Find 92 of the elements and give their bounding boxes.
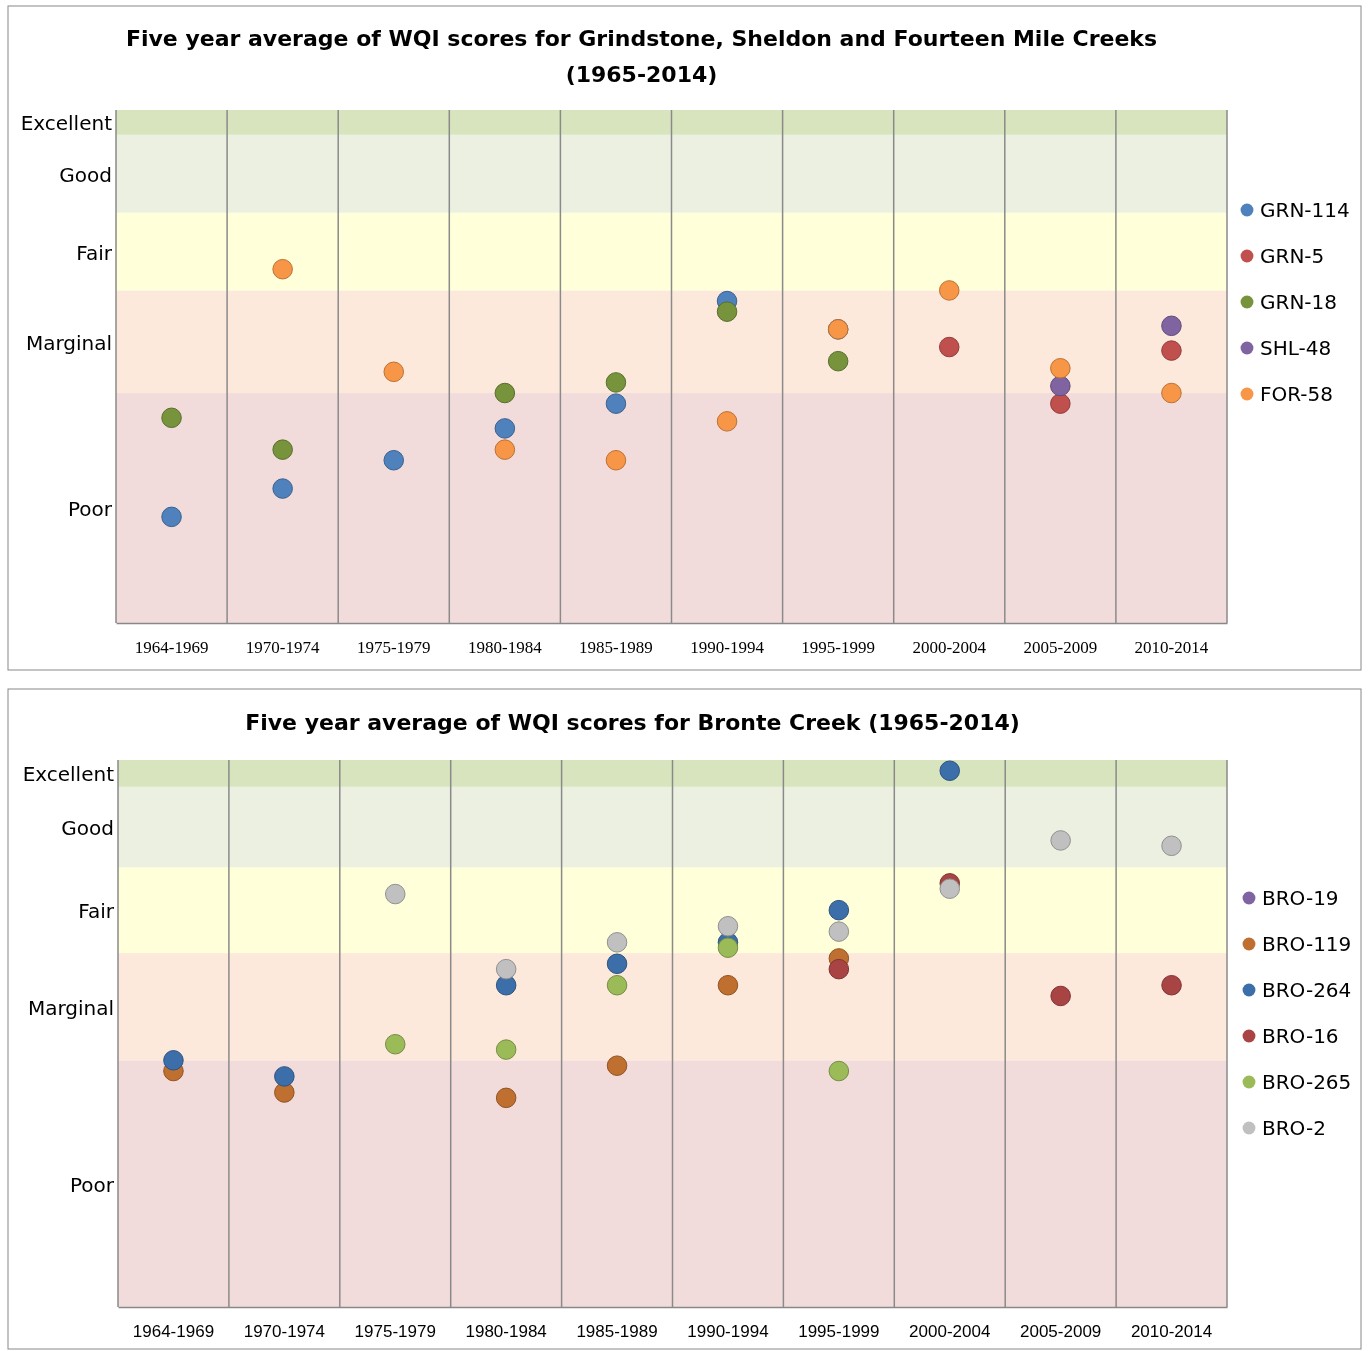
- point: [495, 958, 517, 980]
- point: [1161, 835, 1182, 857]
- point: [1161, 382, 1182, 404]
- point: [494, 418, 516, 439]
- band-label: Good: [61, 816, 114, 841]
- point: [494, 382, 516, 404]
- x-tick-label: 1985-1989: [576, 1322, 658, 1342]
- x-tick-label: 1985-1989: [579, 638, 653, 658]
- x-tick-label: 1970-1974: [243, 1322, 326, 1342]
- band-label: Marginal: [27, 995, 114, 1020]
- chart-title: Five year average of WQI scores for Grindstone, Sheldon and Fourteen Mile Creeks (1965-2014): [125, 26, 1158, 87]
- legend-label: BRO-16: [1262, 1024, 1339, 1048]
- x-tick-label: 1964-1969: [134, 638, 209, 658]
- point: [605, 372, 627, 393]
- legend-label: BRO-119: [1262, 932, 1352, 956]
- band-label: Fair: [78, 899, 115, 924]
- legend-label: SHL-48: [1260, 336, 1332, 360]
- x-tick-label: 1990-1994: [687, 1322, 769, 1342]
- x-tick-label: 1970-1974: [245, 638, 320, 658]
- x-tick-label: 2005-2009: [1023, 638, 1098, 658]
- chart-title: Five year average of WQI scores for Bronte Creek (1965-2014): [245, 710, 1020, 735]
- x-tick-label: 1975-1979: [354, 1322, 436, 1342]
- point: [384, 1033, 406, 1055]
- point: [495, 1087, 517, 1109]
- point: [828, 899, 850, 921]
- band-label: Excellent: [22, 762, 115, 787]
- legend-label: GRN-5: [1260, 244, 1325, 268]
- point: [716, 301, 738, 322]
- legend-label: FOR-58: [1260, 382, 1333, 406]
- x-tick-label: 1980-1984: [465, 1322, 547, 1342]
- point: [494, 439, 516, 460]
- band-label: Marginal: [25, 330, 112, 355]
- point: [161, 407, 182, 429]
- point: [828, 958, 850, 980]
- x-tick-label: 1995-1999: [801, 638, 875, 658]
- point: [1050, 358, 1071, 379]
- point: [1161, 974, 1182, 996]
- point: [272, 439, 293, 460]
- point: [605, 393, 627, 414]
- x-tick-label: 2010-2014: [1134, 638, 1209, 658]
- point: [939, 760, 961, 781]
- legend-label: GRN-18: [1260, 290, 1338, 314]
- x-tick-label: 2005-2009: [1019, 1322, 1102, 1342]
- band-label: Poor: [69, 1172, 115, 1197]
- point: [716, 411, 738, 432]
- x-tick-label: 1964-1969: [132, 1322, 215, 1342]
- point: [384, 883, 406, 905]
- x-tick-label: 1990-1994: [690, 638, 765, 658]
- point: [606, 953, 628, 975]
- point: [495, 1039, 517, 1060]
- point: [1161, 315, 1182, 337]
- x-tick-label: 2010-2014: [1130, 1322, 1213, 1342]
- point: [272, 478, 293, 499]
- point: [606, 1055, 628, 1076]
- point: [274, 1082, 295, 1103]
- legend-label: BRO-2: [1262, 1116, 1326, 1140]
- point: [827, 350, 849, 372]
- point: [606, 974, 628, 996]
- legend-label: GRN-114: [1260, 198, 1350, 222]
- band-label: Poor: [67, 497, 113, 522]
- point: [163, 1050, 184, 1071]
- point: [161, 506, 182, 528]
- x-tick-label: 2000-2004: [909, 1322, 991, 1342]
- point: [939, 878, 961, 899]
- point: [828, 921, 850, 942]
- point: [1050, 985, 1071, 1007]
- legend-label: BRO-265: [1262, 1070, 1352, 1094]
- point: [1050, 830, 1071, 851]
- point: [717, 937, 739, 958]
- point: [383, 361, 405, 383]
- point: [938, 336, 960, 358]
- point: [938, 280, 960, 301]
- x-tick-label: 1980-1984: [468, 638, 543, 658]
- band-label: Fair: [76, 240, 113, 265]
- point: [606, 932, 628, 953]
- point: [717, 915, 739, 937]
- band-label: Excellent: [20, 111, 113, 136]
- point: [383, 450, 405, 471]
- x-tick-label: 1975-1979: [356, 638, 431, 658]
- point: [272, 258, 293, 280]
- point: [1050, 393, 1071, 414]
- legend-label: BRO-19: [1262, 886, 1339, 910]
- x-tick-label: 1995-1999: [798, 1322, 880, 1342]
- point: [274, 1066, 295, 1087]
- legend-label: BRO-264: [1262, 978, 1352, 1002]
- x-tick-label: 2000-2004: [912, 638, 987, 658]
- point: [1161, 340, 1182, 361]
- point: [828, 1060, 850, 1082]
- point: [605, 450, 627, 471]
- point: [1050, 375, 1071, 397]
- point: [717, 974, 739, 996]
- band-label: Good: [59, 162, 112, 187]
